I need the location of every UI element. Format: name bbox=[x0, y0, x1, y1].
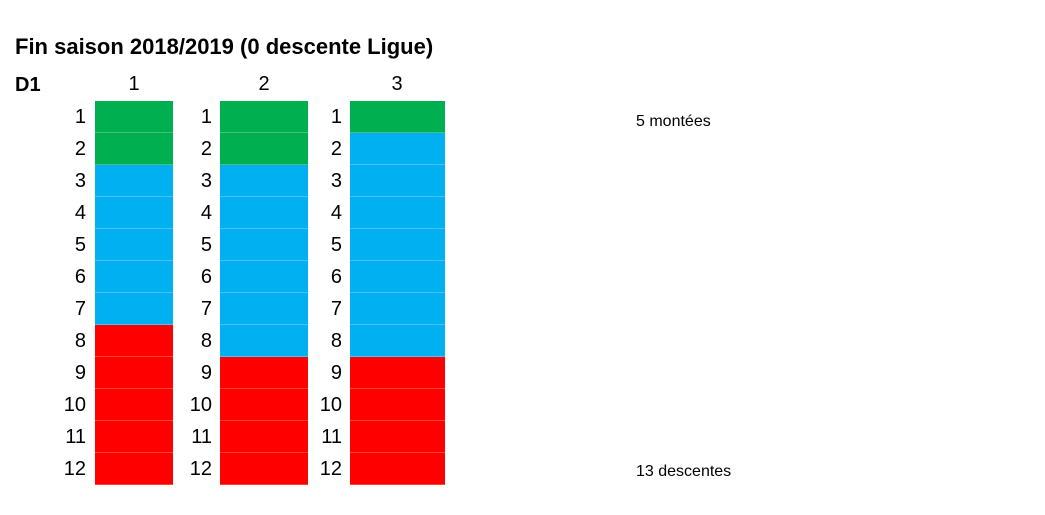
rank-label: 12 bbox=[319, 458, 342, 480]
rank-label: 2 bbox=[74, 138, 86, 160]
rank-label: 11 bbox=[191, 426, 212, 448]
rank-label: 4 bbox=[74, 202, 86, 224]
rank-label: 10 bbox=[189, 394, 212, 416]
status-cell-relegation bbox=[95, 453, 173, 485]
rank-label: 1 bbox=[74, 106, 86, 128]
rank-label: 9 bbox=[200, 362, 212, 384]
status-cell-relegation bbox=[350, 421, 445, 453]
rank-label: 12 bbox=[63, 458, 86, 480]
rank-label: 9 bbox=[74, 362, 86, 384]
status-cell-stay bbox=[95, 229, 173, 261]
status-cell-promotion bbox=[350, 101, 445, 133]
rank-label: 11 bbox=[321, 426, 342, 448]
status-cell-stay bbox=[220, 261, 308, 293]
status-cell-relegation bbox=[350, 389, 445, 421]
rank-label: 10 bbox=[63, 394, 86, 416]
status-cell-relegation bbox=[220, 357, 308, 389]
rank-label: 3 bbox=[200, 170, 212, 192]
rank-label: 4 bbox=[330, 202, 342, 224]
group-header-2: 2 bbox=[258, 73, 270, 95]
rank-label: 3 bbox=[74, 170, 86, 192]
status-cell-stay bbox=[350, 229, 445, 261]
status-cell-stay bbox=[350, 133, 445, 165]
relegations-note: 13 descentes bbox=[636, 463, 732, 480]
rank-label: 11 bbox=[65, 426, 86, 448]
rank-label: 6 bbox=[200, 266, 212, 288]
status-cell-stay bbox=[350, 261, 445, 293]
status-cell-relegation bbox=[220, 421, 308, 453]
status-cell-stay bbox=[350, 325, 445, 357]
group-header-3: 3 bbox=[391, 73, 403, 95]
status-cell-promotion bbox=[220, 101, 308, 133]
group-header-1: 1 bbox=[128, 73, 140, 95]
status-cell-stay bbox=[350, 197, 445, 229]
rank-label: 3 bbox=[330, 170, 342, 192]
status-cell-stay bbox=[95, 293, 173, 325]
division-label: D1 bbox=[15, 74, 41, 96]
rank-label: 6 bbox=[74, 266, 86, 288]
rank-label: 8 bbox=[200, 330, 212, 352]
rank-label: 1 bbox=[200, 106, 212, 128]
rank-label: 9 bbox=[330, 362, 342, 384]
status-cell-stay bbox=[95, 165, 173, 197]
status-cell-relegation bbox=[95, 357, 173, 389]
status-cell-stay bbox=[220, 229, 308, 261]
status-cell-relegation bbox=[220, 389, 308, 421]
rank-label: 1 bbox=[330, 106, 342, 128]
status-cell-stay bbox=[350, 293, 445, 325]
status-cell-relegation bbox=[95, 389, 173, 421]
rank-label: 7 bbox=[200, 298, 212, 320]
rank-label: 5 bbox=[74, 234, 86, 256]
rank-label: 7 bbox=[330, 298, 342, 320]
rank-label: 10 bbox=[319, 394, 342, 416]
status-cell-stay bbox=[95, 197, 173, 229]
status-cell-stay bbox=[350, 165, 445, 197]
status-cell-relegation bbox=[95, 421, 173, 453]
rank-label: 6 bbox=[330, 266, 342, 288]
status-cell-stay bbox=[220, 197, 308, 229]
rank-label: 4 bbox=[200, 202, 212, 224]
rank-label: 5 bbox=[200, 234, 212, 256]
status-cell-promotion bbox=[95, 133, 173, 165]
page-title: Fin saison 2018/2019 (0 descente Ligue) bbox=[15, 34, 434, 59]
rank-label: 8 bbox=[330, 330, 342, 352]
status-cell-stay bbox=[220, 165, 308, 197]
status-cell-relegation bbox=[350, 453, 445, 485]
rank-label: 5 bbox=[330, 234, 342, 256]
rank-label: 12 bbox=[189, 458, 212, 480]
status-cell-stay bbox=[220, 325, 308, 357]
rank-label: 2 bbox=[200, 138, 212, 160]
status-cell-stay bbox=[220, 293, 308, 325]
status-cell-relegation bbox=[220, 453, 308, 485]
status-cell-relegation bbox=[95, 325, 173, 357]
status-cell-promotion bbox=[95, 101, 173, 133]
status-cell-stay bbox=[95, 261, 173, 293]
rank-label: 8 bbox=[74, 330, 86, 352]
status-cell-relegation bbox=[350, 357, 445, 389]
rank-label: 7 bbox=[74, 298, 86, 320]
status-cell-promotion bbox=[220, 133, 308, 165]
promotions-note: 5 montées bbox=[636, 113, 711, 130]
rank-label: 2 bbox=[330, 138, 342, 160]
